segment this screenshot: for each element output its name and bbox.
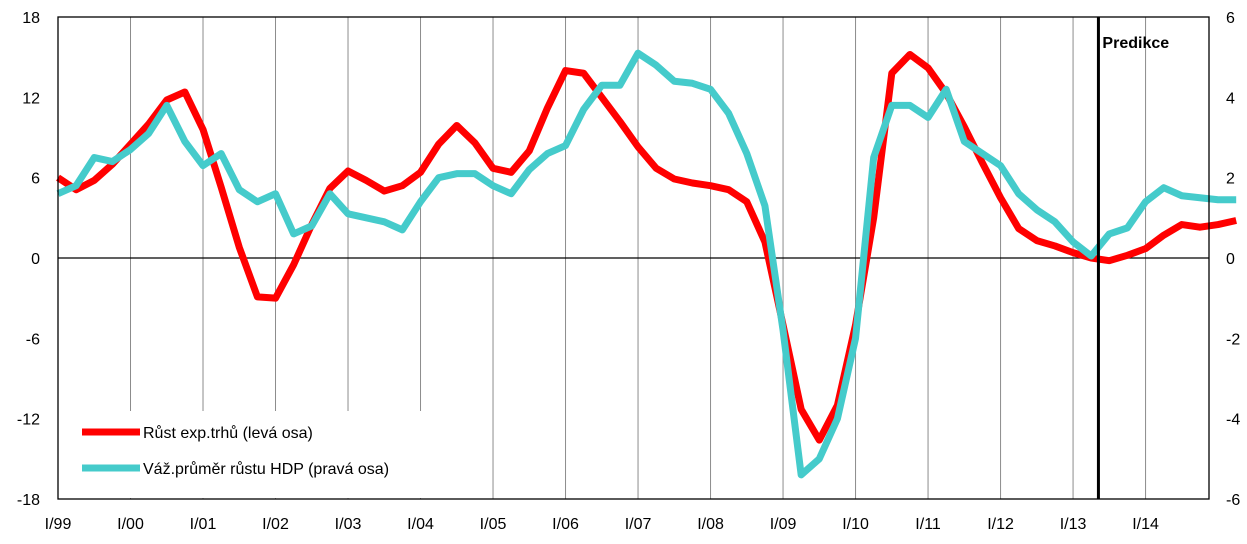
x-tick-label: I/05 <box>480 516 507 533</box>
x-tick-label: I/13 <box>1060 516 1087 533</box>
x-tick-label: I/02 <box>262 516 289 533</box>
x-tick-label: I/06 <box>552 516 579 533</box>
x-tick-label: I/03 <box>335 516 362 533</box>
legend-box <box>74 411 462 498</box>
legend-label-1: Růst exp.trhů (levá osa) <box>143 424 313 442</box>
x-tick-label: I/09 <box>770 516 797 533</box>
x-tick-label: I/10 <box>842 516 869 533</box>
legend: Růst exp.trhů (levá osa) Váž.průměr růstu… <box>74 411 462 498</box>
x-tick-label: I/14 <box>1132 516 1159 533</box>
y-right-tick-label: 2 <box>1226 171 1235 188</box>
y-left-tick-label: 6 <box>31 171 40 188</box>
x-tick-label: I/08 <box>697 516 724 533</box>
y-left-tick-label: 18 <box>22 10 40 27</box>
y-right-tick-label: -4 <box>1226 412 1240 429</box>
series-line-1 <box>56 50 1237 444</box>
y-right-tick-label: 4 <box>1226 90 1235 107</box>
y-right-tick-label: 0 <box>1226 251 1235 268</box>
plot-border <box>57 16 1210 500</box>
x-tick-label: I/11 <box>915 516 941 533</box>
x-tick-label: I/07 <box>625 516 652 533</box>
plot-frame <box>57 16 1210 500</box>
legend-label-2: Váž.průměr růstu HDP (pravá osa) <box>143 460 389 478</box>
series-line-2 <box>56 49 1237 479</box>
prediction-annotation: Predikce <box>1096 17 1169 499</box>
series-layer <box>56 49 1237 479</box>
y-right-tick-label: -6 <box>1226 492 1240 509</box>
x-tick-label: I/12 <box>987 516 1014 533</box>
y-left-tick-label: -12 <box>17 412 40 429</box>
x-tick-label: I/99 <box>45 516 72 533</box>
y-left-tick-label: -18 <box>17 492 40 509</box>
y-left-tick-label: -6 <box>26 331 40 348</box>
y-right-tick-label: 6 <box>1226 10 1235 27</box>
y-right-tick-label: -2 <box>1226 331 1240 348</box>
x-tick-label: I/04 <box>407 516 434 533</box>
y-left-tick-label: 12 <box>22 90 40 107</box>
tick-labels: I/99 I/00 I/01 I/02 I/03 I/04 I/05 I/06 I/07 I/08… <box>17 10 1240 533</box>
y-left-tick-label: 0 <box>31 251 40 268</box>
x-tick-label: I/00 <box>117 516 144 533</box>
x-tick-label: I/01 <box>190 516 217 533</box>
prediction-label: Predikce <box>1102 35 1169 52</box>
